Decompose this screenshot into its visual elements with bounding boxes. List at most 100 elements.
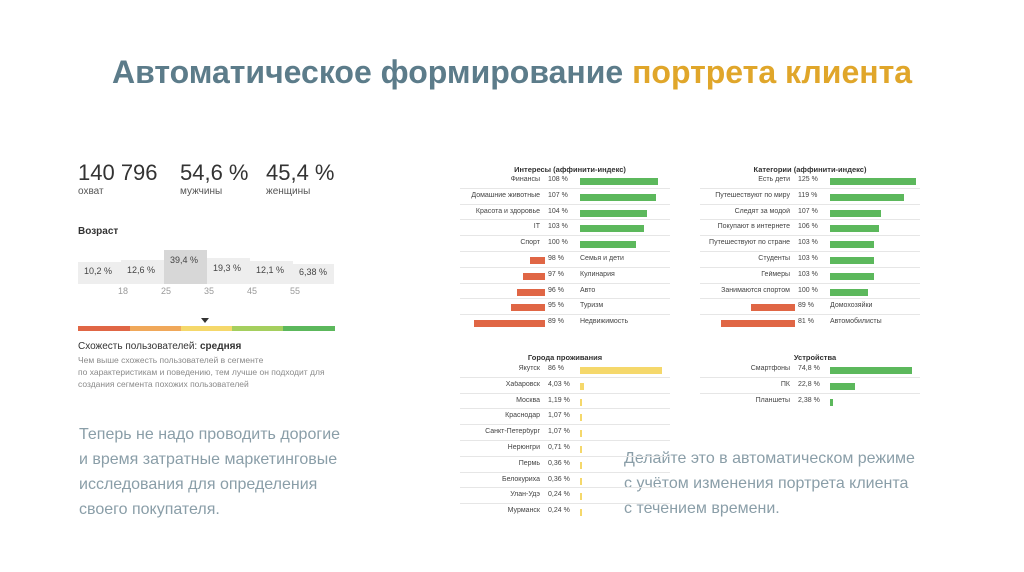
- affinity-bar-positive: [580, 209, 648, 217]
- row-separator: [460, 392, 670, 394]
- affinity-bar-negative: [720, 320, 795, 328]
- similarity-desc-line: Чем выше схожесть пользователей в сегмен…: [78, 355, 264, 365]
- affinity-value: 119 %: [798, 191, 818, 199]
- affinity-value: 95 %: [548, 302, 564, 310]
- share-bar: [830, 398, 833, 406]
- share-value: 0,24 %: [548, 491, 570, 499]
- similarity-marker-icon: [201, 318, 209, 323]
- age-tick: 35: [204, 286, 215, 296]
- affinity-label: Финансы: [510, 176, 540, 183]
- row-separator: [700, 392, 920, 394]
- affinity-value: 106 %: [798, 223, 818, 231]
- age-value: 6,38 %: [299, 267, 328, 277]
- row-separator: [460, 219, 670, 221]
- affinity-bar-positive: [580, 178, 659, 185]
- age-value: 19,3 %: [213, 263, 242, 273]
- affinity-label: Занимаются спортом: [721, 286, 790, 294]
- stat-value: 140 796: [78, 160, 158, 185]
- age-bucket: [78, 262, 121, 284]
- affinity-bar-positive: [580, 225, 645, 233]
- share-bar: [580, 382, 584, 390]
- affinity-value: 107 %: [548, 191, 568, 199]
- share-bar: [830, 382, 856, 390]
- row-separator: [700, 298, 920, 300]
- share-label: Хабаровск: [505, 380, 540, 388]
- row-separator: [460, 408, 670, 410]
- share-label: Смартфоны: [750, 365, 790, 372]
- affinity-bar-positive: [830, 225, 880, 233]
- affinity-value: 89 %: [798, 302, 814, 310]
- share-label: Якутск: [518, 365, 540, 372]
- age-value: 12,1 %: [256, 265, 285, 275]
- share-value: 1,07 %: [548, 412, 570, 420]
- row-separator: [700, 203, 920, 205]
- share-label: Краснодар: [505, 412, 540, 420]
- row-separator: [460, 487, 670, 489]
- share-bar: [580, 446, 582, 453]
- share-value: 1,07 %: [548, 428, 570, 436]
- share-value: 0,36 %: [548, 475, 570, 483]
- share-label: Нерюнгри: [507, 444, 540, 451]
- left-paragraph: Теперь не надо проводить дорогие и время…: [79, 422, 340, 522]
- share-label: ПК: [780, 380, 790, 388]
- stat-value: 45,4 %: [266, 160, 335, 185]
- share-label: Улан-Удэ: [510, 491, 540, 499]
- similarity-scale-segment: [78, 326, 130, 331]
- share-label: Санкт-Петербург: [485, 428, 540, 436]
- affinity-label: Недвижимость: [580, 318, 629, 326]
- affinity-bar-negative: [510, 304, 545, 312]
- stat-women: 45,4 % женщины: [266, 160, 335, 197]
- slide-title: Автоматическое формирование портрета кли…: [0, 54, 1024, 91]
- affinity-value: 89 %: [548, 318, 564, 326]
- affinity-bar-positive: [830, 288, 868, 296]
- affinity-label: Путешествуют по миру: [715, 191, 790, 199]
- share-bar: [580, 367, 662, 374]
- affinity-label: Автомобилисты: [830, 318, 882, 326]
- interests-panel-title: Интересы (аффинити-индекс): [514, 165, 626, 174]
- row-separator: [460, 440, 670, 441]
- share-bar: [580, 430, 582, 438]
- slide-title-part1: Автоматическое формирование: [111, 54, 624, 90]
- stat-reach: 140 796 охват: [78, 160, 158, 197]
- cities-panel: Якутск 86 % Хабаровск 4,03 % Москва 1,19 % Кра…: [460, 364, 670, 526]
- affinity-value: 103 %: [548, 223, 568, 231]
- share-bar: [830, 367, 913, 374]
- right-paragraph: Делайте это в автоматическом режиме с уч…: [624, 446, 915, 521]
- similarity-label: Схожесть пользователей:: [78, 341, 198, 352]
- share-bar: [580, 509, 582, 517]
- affinity-value: 104 %: [548, 207, 568, 215]
- affinity-label: Домохозяйки: [830, 302, 873, 310]
- categories-panel: Есть дети 125 % Путешествуют по миру 119 % С…: [700, 175, 920, 335]
- paragraph-line: исследования для определения: [79, 476, 318, 493]
- affinity-value: 100 %: [548, 239, 568, 247]
- affinity-label: Студенты: [758, 255, 790, 262]
- paragraph-line: с течением времени.: [624, 500, 780, 517]
- paragraph-line: Делайте это в автоматическом режиме: [624, 450, 915, 467]
- affinity-value: 100 %: [798, 286, 818, 294]
- paragraph-line: своего покупателя.: [79, 501, 220, 518]
- row-separator: [460, 503, 670, 505]
- similarity-scale-segment: [130, 326, 181, 331]
- affinity-bar-positive: [830, 272, 874, 280]
- share-value: 0,36 %: [548, 459, 570, 467]
- affinity-value: 125 %: [798, 176, 818, 183]
- share-label: Планшеты: [755, 396, 790, 404]
- row-separator: [700, 235, 920, 237]
- age-heading: Возраст: [78, 226, 119, 237]
- share-bar: [580, 461, 582, 469]
- affinity-bar-positive: [830, 257, 874, 264]
- affinity-bar-negative: [517, 288, 545, 296]
- devices-panel-title: Устройства: [793, 353, 837, 362]
- affinity-value: 97 %: [548, 270, 564, 278]
- similarity-description: Чем выше схожесть пользователей в сегмен…: [78, 354, 338, 390]
- similarity-scale-segment: [181, 326, 232, 331]
- share-value: 2,38 %: [798, 396, 820, 404]
- affinity-label: Домашние животные: [471, 191, 540, 199]
- age-tick: 55: [290, 286, 301, 296]
- row-separator: [460, 376, 670, 378]
- stat-value: 54,6 %: [180, 160, 249, 185]
- slide-title-part2: портрета клиента: [632, 54, 913, 90]
- share-value: 1,19 %: [548, 396, 570, 404]
- similarity-heading: Схожесть пользователей: средняя: [78, 341, 241, 352]
- similarity-scale-segment: [283, 326, 335, 331]
